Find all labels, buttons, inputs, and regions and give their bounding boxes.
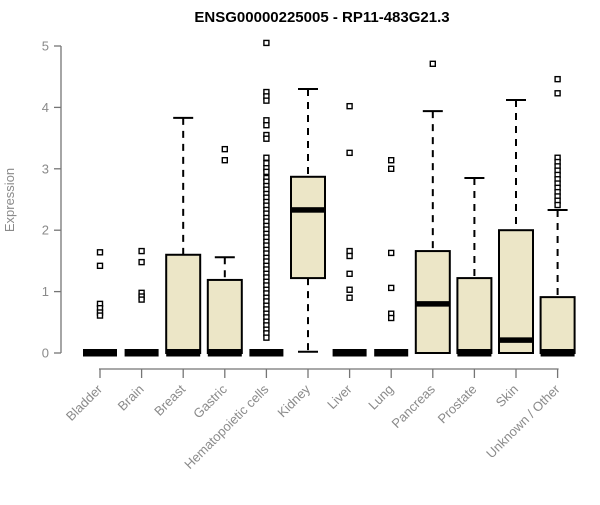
x-tick-label-unknown-other: Unknown / Other xyxy=(483,381,563,461)
outlier-point-gastric xyxy=(221,157,229,164)
median-line-breast xyxy=(166,349,201,357)
outlier-point-liver xyxy=(346,102,353,110)
x-tick-label-skin: Skin xyxy=(493,382,521,410)
y-tick-label: 3 xyxy=(42,161,49,176)
median-line-skin xyxy=(499,337,533,343)
y-axis-label: Expression xyxy=(2,168,17,232)
outlier-point-liver xyxy=(346,149,353,157)
box-breast xyxy=(165,253,202,354)
x-tick-label-prostate: Prostate xyxy=(435,382,480,427)
box-prostate xyxy=(456,277,493,355)
outlier-point-pancreas xyxy=(429,60,436,68)
outlier-point-unknown-other xyxy=(554,75,561,83)
median-line-unknown-other xyxy=(540,349,575,357)
outlier-point-brain xyxy=(138,296,145,303)
outlier-point-hematopoietic-cells xyxy=(263,122,270,129)
x-tick-label-gastric: Gastric xyxy=(190,381,230,421)
outlier-point-bladder xyxy=(96,249,104,256)
x-tick-label-kidney: Kidney xyxy=(274,381,313,420)
outlier-point-liver xyxy=(346,294,353,301)
flat-box-hematopoietic-cells xyxy=(249,349,284,357)
box-unknown-other xyxy=(539,296,576,355)
y-tick-label: 0 xyxy=(42,346,49,361)
flat-box-liver xyxy=(332,349,367,357)
outlier-point-hematopoietic-cells xyxy=(263,334,270,341)
outlier-point-hematopoietic-cells xyxy=(263,168,270,176)
x-tick-label-bladder: Bladder xyxy=(63,381,106,424)
outlier-point-hematopoietic-cells xyxy=(263,135,270,142)
outlier-point-lung xyxy=(388,249,395,257)
box-kidney xyxy=(290,175,326,280)
chart-title: ENSG00000225005 - RP11-483G21.3 xyxy=(194,9,449,26)
outlier-point-lung xyxy=(388,284,395,292)
outlier-point-bladder xyxy=(96,262,104,270)
outlier-point-liver xyxy=(346,270,353,277)
flat-box-lung xyxy=(374,349,409,357)
y-tick-label: 4 xyxy=(42,100,49,115)
outlier-point-hematopoietic-cells xyxy=(263,97,270,104)
outlier-point-gastric xyxy=(221,145,229,153)
outlier-point-unknown-other xyxy=(554,90,561,97)
outlier-point-brain xyxy=(138,258,145,266)
median-line-gastric xyxy=(207,349,242,357)
x-tick-label-lung: Lung xyxy=(365,382,396,413)
outlier-point-bladder xyxy=(96,312,104,319)
outlier-point-lung xyxy=(388,314,395,322)
outlier-point-liver xyxy=(346,252,353,260)
outlier-point-hematopoietic-cells xyxy=(263,154,270,161)
median-line-pancreas xyxy=(415,301,450,307)
median-line-prostate xyxy=(457,349,492,357)
y-tick-label: 2 xyxy=(42,223,49,238)
outlier-point-lung xyxy=(388,165,395,173)
box-gastric xyxy=(206,278,243,354)
outlier-point-liver xyxy=(346,286,353,293)
outlier-point-unknown-other xyxy=(554,201,561,209)
flat-box-brain xyxy=(124,349,159,357)
outlier-point-brain xyxy=(138,247,145,255)
y-tick-label: 5 xyxy=(42,39,49,54)
x-tick-label-pancreas: Pancreas xyxy=(388,381,438,431)
x-tick-label-liver: Liver xyxy=(324,381,355,412)
x-tick-label-breast: Breast xyxy=(151,381,188,418)
box-skin xyxy=(498,229,534,354)
outlier-point-lung xyxy=(388,157,395,164)
y-tick-label: 1 xyxy=(42,284,49,299)
x-tick-label-brain: Brain xyxy=(115,382,147,414)
outlier-point-hematopoietic-cells xyxy=(263,39,270,47)
median-line-kidney xyxy=(291,207,325,213)
flat-box-bladder xyxy=(83,349,117,357)
